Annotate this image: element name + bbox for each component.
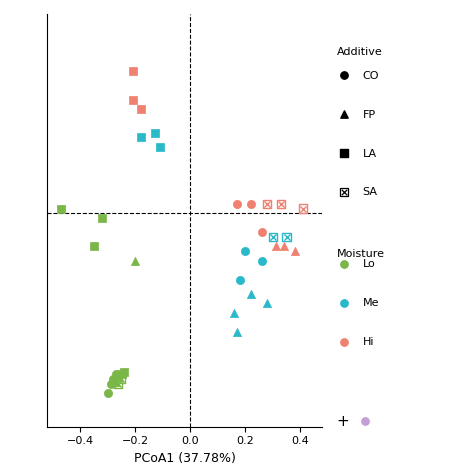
Point bbox=[230, 309, 238, 317]
Point bbox=[258, 228, 265, 236]
Point bbox=[236, 276, 244, 283]
Point bbox=[114, 380, 122, 388]
Point bbox=[264, 200, 271, 208]
Point bbox=[115, 373, 123, 381]
Text: Additive: Additive bbox=[337, 47, 383, 57]
Point bbox=[91, 243, 98, 250]
Point bbox=[118, 371, 126, 378]
Point bbox=[291, 247, 299, 255]
Point bbox=[137, 105, 145, 113]
Point bbox=[340, 110, 348, 118]
Point bbox=[99, 214, 106, 222]
Text: LA: LA bbox=[363, 148, 377, 159]
Point bbox=[299, 205, 307, 212]
Point bbox=[242, 247, 249, 255]
Point bbox=[151, 129, 158, 137]
Point bbox=[362, 418, 369, 425]
Text: Moisture: Moisture bbox=[337, 249, 384, 259]
Point bbox=[340, 260, 348, 268]
X-axis label: PCoA1 (37.78%): PCoA1 (37.78%) bbox=[134, 452, 236, 465]
Text: Me: Me bbox=[363, 298, 379, 309]
Point bbox=[117, 375, 125, 383]
Text: Lo: Lo bbox=[363, 259, 375, 270]
Point bbox=[277, 200, 285, 208]
Text: CO: CO bbox=[363, 71, 379, 81]
Point bbox=[283, 233, 291, 241]
Point bbox=[57, 205, 65, 212]
Point bbox=[283, 233, 291, 241]
Point bbox=[137, 134, 145, 141]
Point bbox=[114, 380, 122, 388]
Point bbox=[280, 243, 288, 250]
Point bbox=[104, 390, 112, 397]
Point bbox=[120, 368, 128, 376]
Point bbox=[340, 188, 348, 196]
Point bbox=[340, 338, 348, 346]
Point bbox=[264, 200, 271, 208]
Text: +: + bbox=[337, 414, 349, 429]
Point bbox=[272, 243, 279, 250]
Point bbox=[109, 375, 117, 383]
Point bbox=[258, 257, 265, 264]
Point bbox=[112, 371, 120, 378]
Point bbox=[129, 67, 137, 75]
Point bbox=[269, 233, 277, 241]
Point bbox=[340, 299, 348, 307]
Point bbox=[107, 380, 114, 388]
Point bbox=[299, 205, 307, 212]
Point bbox=[129, 96, 137, 103]
Point bbox=[247, 290, 255, 298]
Point bbox=[112, 378, 120, 385]
Point bbox=[340, 149, 348, 157]
Text: FP: FP bbox=[363, 109, 376, 120]
Point bbox=[233, 328, 241, 336]
Point bbox=[340, 188, 348, 196]
Point bbox=[156, 143, 164, 151]
Point bbox=[247, 200, 255, 208]
Point bbox=[264, 300, 271, 307]
Point bbox=[340, 72, 348, 79]
Point bbox=[277, 200, 285, 208]
Point bbox=[233, 200, 241, 208]
Point bbox=[132, 257, 139, 264]
Text: Hi: Hi bbox=[363, 337, 374, 347]
Text: SA: SA bbox=[363, 187, 378, 198]
Point bbox=[269, 233, 277, 241]
Point bbox=[117, 375, 125, 383]
